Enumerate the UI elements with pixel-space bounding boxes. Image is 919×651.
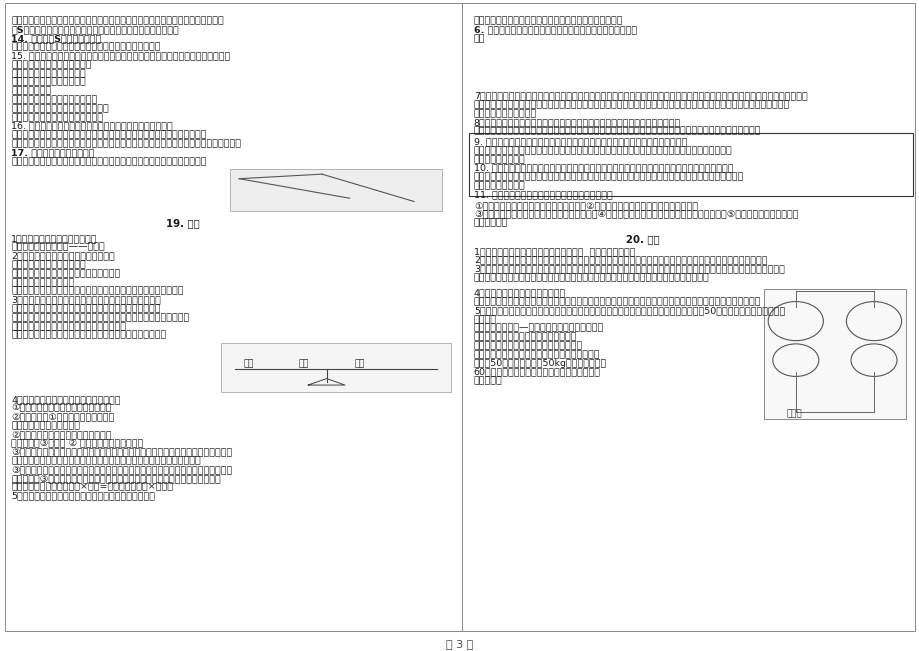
Bar bbox=[221, 342, 450, 391]
Text: 14. 为什么走S形爬坡最省力？: 14. 为什么走S形爬坡最省力？ bbox=[11, 34, 101, 43]
Text: ③当动力臂大于阻力臂时，可以省力但费时间；④当阻力臂大于动力臂时，费力，但可以省时间；⑤支点在力点和重点之间时: ③当动力臂大于阻力臂时，可以省力但费时间；④当阻力臂大于动力臂时，费力，但可以省… bbox=[473, 210, 798, 219]
Bar bbox=[763, 288, 905, 419]
Text: ③将左边钩码的看所重物，当杠杆尺平衡时，右边钩码的重量就是提起重物所用的力，: ③将左边钩码的看所重物，当杠杆尺平衡时，右边钩码的重量就是提起重物所用的力， bbox=[11, 447, 232, 456]
Text: 答：楼梯和台阶都是变形斜面，修成台阶状使斜面更平缓，人上楼时更省力。: 答：楼梯和台阶都是变形斜面，修成台阶状使斜面更平缓，人上楼时更省力。 bbox=[11, 157, 207, 166]
Text: 答：因为高度一样，斜面越平缓越省力，比较陡的那些山坡度大，爬起来感觉费力，: 答：因为高度一样，斜面越平缓越省力，比较陡的那些山坡度大，爬起来感觉费力， bbox=[11, 16, 223, 25]
Text: 7、古希腊科学家阿基米德曾说过，如果在宇宙中找到一个支点，就能把整个地球撬起来，他说的有道理吗？从中能得到什么启示？: 7、古希腊科学家阿基米德曾说过，如果在宇宙中找到一个支点，就能把整个地球撬起来，… bbox=[473, 91, 807, 100]
Text: 用力的方向。: 用力的方向。 bbox=[473, 218, 508, 227]
Text: 绕绕的螺纹密，斜边短的绕绕: 绕绕的螺纹密，斜边短的绕绕 bbox=[11, 77, 85, 87]
Text: 滑轮组: 滑轮组 bbox=[786, 409, 801, 418]
Text: 1边缘有槽，可绕中心轴转动的轮子，滑轮  它也是一套单机械: 1边缘有槽，可绕中心轴转动的轮子，滑轮 它也是一套单机械 bbox=[473, 247, 635, 256]
Text: 8、一个大人和一个小孩能不能玩压板游戏？小孩要把大人压起来，应该怎样玩？: 8、一个大人和一个小孩能不能玩压板游戏？小孩要把大人压起来，应该怎样玩？ bbox=[473, 118, 680, 127]
Text: 起支撑作用的那一点叫支点。: 起支撑作用的那一点叫支点。 bbox=[11, 260, 85, 270]
Text: ②安装方法：①把杠杆尺挂在支架上。: ②安装方法：①把杠杆尺挂在支架上。 bbox=[11, 412, 114, 421]
Text: 螺纹疏的斜面较短，拧时省的力少。: 螺纹疏的斜面较短，拧时省的力少。 bbox=[11, 113, 103, 122]
Text: 60千克，已经超过了绳子的承受力，所以涂漆工: 60千克，已经超过了绳子的承受力，所以涂漆工 bbox=[473, 368, 600, 377]
Text: 断掉。）: 断掉。） bbox=[473, 315, 496, 324]
Text: ①实验材料：杠杆尺、钩码、支架等。: ①实验材料：杠杆尺、钩码、支架等。 bbox=[11, 404, 111, 413]
Bar bbox=[230, 169, 441, 211]
Text: 2滑轮的种类很多，最基本的有两种，固定在一个地方不能移动的滑轮叫定滑轮，和重物一起移动的滑轮叫动滑轮。: 2滑轮的种类很多，最基本的有两种，固定在一个地方不能移动的滑轮叫定滑轮，和重物一… bbox=[473, 256, 766, 265]
Text: 答：: 答： bbox=[473, 34, 485, 43]
Text: 斧子、刀子、剪、桥梁的引桥、台阶等都利用到了斜面，它们的作用是省力，使工作方便。: 斧子、刀子、剪、桥梁的引桥、台阶等都利用到了斜面，它们的作用是省力，使工作方便。 bbox=[11, 139, 241, 148]
Text: 11. 杠杆小知识（和画线的那些那些的情况就定义。: 11. 杠杆小知识（和画线的那些那些的情况就定义。 bbox=[473, 190, 612, 199]
Text: 就可以把重物大石头撬动。这样就可以省力。: 就可以把重物大石头撬动。这样就可以省力。 bbox=[11, 322, 126, 331]
Text: 承受重物的那点叫重点。: 承受重物的那点叫重点。 bbox=[11, 278, 74, 287]
Text: 重物或大石头较近的地方放一块小石头做支点，在棍子的另一端用力，: 重物或大石头较近的地方放一块小石头做支点，在棍子的另一端用力， bbox=[11, 313, 189, 322]
Text: 3、要移动重物或撬一块大石头面需不动时棍你会怎么办？: 3、要移动重物或撬一块大石头面需不动时棍你会怎么办？ bbox=[11, 296, 161, 305]
Text: 16. 生活中哪些地方应用到了斜面和螺旋，它的作用是什么？: 16. 生活中哪些地方应用到了斜面和螺旋，它的作用是什么？ bbox=[11, 122, 173, 131]
Text: 答：找一根木棍，一端放在重物或大石头的下面，在棍子离: 答：找一根木棍，一端放在重物或大石头的下面，在棍子离 bbox=[11, 304, 161, 313]
Text: 一天他看见劳动才—根竿子，于是将绳子的一端系: 一天他看见劳动才—根竿子，于是将绳子的一端系 bbox=[473, 324, 604, 333]
Text: 打达头，最杆利率。: 打达头，最杆利率。 bbox=[473, 155, 525, 164]
Text: 第 3 页: 第 3 页 bbox=[446, 639, 473, 649]
Text: 答：发现三角形的斜边绕成后，: 答：发现三角形的斜边绕成后， bbox=[11, 60, 92, 69]
Text: 重点: 重点 bbox=[244, 359, 254, 368]
Text: 答：钳平是费力的杠杆，等利于补正它支整夹力点的距离存平支点到重点的距离的距离，方关于，口机: 答：钳平是费力的杠杆，等利于补正它支整夹力点的距离存平支点到重点的距离的距离，方… bbox=[473, 146, 732, 155]
Text: 17. 楼梯为什么修成台阶状？: 17. 楼梯为什么修成台阶状？ bbox=[11, 148, 95, 157]
Text: 答：能玩。小孩要把大人压起来，小孩要远离支点，大人靠近支点，使小孩到支点的距离大于大人到支点的距离。: 答：能玩。小孩要把大人压起来，小孩要远离支点，大人靠近支点，使小孩到支点的距离大… bbox=[473, 126, 761, 135]
Text: 答：为了是省距离，使工作方便；例如：镊子和钓鱼竿等。: 答：为了是省距离，使工作方便；例如：镊子和钓鱼竿等。 bbox=[473, 16, 623, 25]
Text: 然后右边第③格处挂 ② 个钩码，使杠杆尺平衡。: 然后右边第③格处挂 ② 个钩码，使杠杆尺平衡。 bbox=[11, 439, 143, 448]
Text: 分别承担，共有一组绳子组着油漆工，定滑轮不能: 分别承担，共有一组绳子组着油漆工，定滑轮不能 bbox=[473, 350, 600, 359]
Text: 10. 小明的妈妈在菜场买了一条大鱼，回来后用家里的杆秤来，他妈妈有没有上当？这是得便宜了？: 10. 小明的妈妈在菜场买了一条大鱼，回来后用家里的杆秤来，他妈妈有没有上当？这… bbox=[473, 163, 732, 173]
Text: 他就是一个简单的机械——杠杆。: 他就是一个简单的机械——杠杆。 bbox=[11, 243, 105, 252]
Bar bbox=[469, 133, 912, 196]
Text: 答：涂漆须要两条绳子固定台架，如图是一: 答：涂漆须要两条绳子固定台架，如图是一 bbox=[473, 341, 583, 350]
Text: ③实验发现杠杆的作用或规律：当支点到力点的距离大于支点到重点的距离时，省力；: ③实验发现杠杆的作用或规律：当支点到力点的距离大于支点到重点的距离时，省力； bbox=[11, 465, 232, 474]
Text: 在竿子上，结果绳子断了，知道为什么吗: 在竿子上，结果绳子断了，知道为什么吗 bbox=[473, 333, 577, 342]
Text: 6. 在生产和生活中有许多地方应用到了杠杆，请你列举出来。: 6. 在生产和生活中有许多地方应用到了杠杆，请你列举出来。 bbox=[473, 25, 636, 34]
Text: 2、杠杆的三要素：力点、力点、重点。: 2、杠杆的三要素：力点、力点、重点。 bbox=[11, 251, 115, 260]
Text: 3滑轮是一就类型杠杆定滑轮的作用是，能改变用力的方向，不能省力，动滑轮的作用是：能省力，不能改变用力的方向。: 3滑轮是一就类型杠杆定滑轮的作用是，能改变用力的方向，不能省力，动滑轮的作用是：… bbox=[473, 264, 784, 273]
Text: （力点到支点的距离越大于重点到支点的距离越多越省力。）: （力点到支点的距离越大于重点到支点的距离越多越省力。） bbox=[11, 331, 166, 340]
Text: 杠杆上的两段距离指的是：支点到力点的距离、支点到重点的距离。: 杠杆上的两段距离指的是：支点到力点的距离、支点到重点的距离。 bbox=[11, 286, 184, 296]
Text: 答：螺丝钉、螺旋开瓶器、螺旋高速公路入口，上堤的梯子等都利用了斜面。: 答：螺丝钉、螺旋开瓶器、螺旋高速公路入口，上堤的梯子等都利用了斜面。 bbox=[11, 130, 207, 139]
Text: 长，就能实现这个想法。: 长，就能实现这个想法。 bbox=[473, 109, 537, 118]
Text: 20. 滑轮: 20. 滑轮 bbox=[625, 234, 659, 243]
Text: 的螺纹比较疏。: 的螺纹比较疏。 bbox=[11, 87, 51, 96]
Text: 可以推想：螺丝钉是变形的斜面，: 可以推想：螺丝钉是变形的斜面， bbox=[11, 95, 97, 104]
Text: 15. 如图所示将一张三角形的纸，接在一根铅笔上，你能发现什么？可推想出什么？: 15. 如图所示将一张三角形的纸，接在一根铅笔上，你能发现什么？可推想出什么？ bbox=[11, 51, 230, 61]
Text: 答：他说的有道理。根据杠杆原理，不管你用多少个的一点力，都能举起任何一个重物，只要在宇宙中能找到一个合适的支点: 答：他说的有道理。根据杠杆原理，不管你用多少个的一点力，都能举起任何一个重物，只… bbox=[473, 100, 789, 109]
Text: 人或其他物体对杠杆用力的那一点叫力点。: 人或其他物体对杠杆用力的那一点叫力点。 bbox=[11, 269, 120, 278]
Text: 计算方法：左边钩码的个数×格数=右边钩码的个数×格数。: 计算方法：左边钩码的个数×格数=右边钩码的个数×格数。 bbox=[11, 482, 173, 492]
Text: 中间为它点作方向，: 中间为它点作方向， bbox=[473, 181, 525, 190]
Text: 螺纹密的，斜面比较长，拧时更省力；: 螺纹密的，斜面比较长，拧时更省力； bbox=[11, 104, 108, 113]
Text: 答：妈妈吃亏了，因为这样有一个杠杆，秤杆把鱼尾巴，秤杆实际给了。这样称出来的重量比实际重量轻。: 答：妈妈吃亏了，因为这样有一个杠杆，秤杆把鱼尾巴，秤杆实际给了。这样称出来的重量… bbox=[473, 173, 743, 182]
Text: 答：走之形也就是走曲线，就是将坡度减小了，所以省力。: 答：走之形也就是走曲线，就是将坡度减小了，所以省力。 bbox=[11, 43, 161, 51]
Text: 时，费力；③当支点到力点的距离等于支点到重点的距离时，既不省力也不费力。: 时，费力；③当支点到力点的距离等于支点到重点的距离时，既不省力也不费力。 bbox=[11, 474, 221, 483]
Text: 分别（大于、等于、小于）支点到重点的距离，进行实验，记录实验结果。: 分别（大于、等于、小于）支点到重点的距离，进行实验，记录实验结果。 bbox=[11, 456, 200, 465]
Text: 就像螺丝打的螺纹，斜边长的: 就像螺丝打的螺纹，斜边长的 bbox=[11, 69, 85, 78]
Text: 支点: 支点 bbox=[299, 359, 309, 368]
Text: 答：滑轮是能随绳绳着绳子转动；轮子是一个大轮和一个轴组成，轮和轴固定在一起，在轮上用力，带动轴转动。: 答：滑轮是能随绳绳着绳子转动；轮子是一个大轮和一个轴组成，轮和轴固定在一起，在轮… bbox=[473, 298, 761, 307]
Text: 19. 杠杆: 19. 杠杆 bbox=[165, 217, 199, 228]
Text: 力点: 力点 bbox=[354, 359, 364, 368]
Text: ①支点到力作用线的垂直距离称为动力臂；②支点到阻力作用线的垂直距离叫阻力臂；: ①支点到力作用线的垂直距离称为动力臂；②支点到阻力作用线的垂直距离叫阻力臂； bbox=[473, 201, 697, 210]
Text: 1、一根棍子，当用它撬重物时，: 1、一根棍子，当用它撬重物时， bbox=[11, 234, 97, 243]
Text: 分钟内50次，在未承受力50kg。三人的体重为: 分钟内50次，在未承受力50kg。三人的体重为 bbox=[473, 359, 607, 368]
Text: 4、研究杠杆省力的相关实验（如图所示）: 4、研究杠杆省力的相关实验（如图所示） bbox=[11, 395, 120, 404]
Text: 调整两边的螺钮使其平衡。: 调整两边的螺钮使其平衡。 bbox=[11, 421, 80, 430]
Text: 走S形比较容易，因为这样可使斜面更平缓，从而使上坡更省力。: 走S形比较容易，因为这样可使斜面更平缓，从而使上坡更省力。 bbox=[11, 25, 178, 34]
Text: 9. 钳子是生活中常用省力工具，思考一下钳子通过杠杆还是费力杠杆？说明理由。: 9. 钳子是生活中常用省力工具，思考一下钳子通过杠杆还是费力杠杆？说明理由。 bbox=[473, 137, 686, 146]
Text: ②在杠杆尺左边第三格处挂两个钩码。: ②在杠杆尺左边第三格处挂两个钩码。 bbox=[11, 430, 111, 439]
Text: 5、如图所示：一个油漆工人经常用滑轮的两类细绳固着他工作，他所提重量子的最大承受50斤克，（超过承受力量子会: 5、如图所示：一个油漆工人经常用滑轮的两类细绳固着他工作，他所提重量子的最大承受… bbox=[473, 306, 784, 315]
Text: 4生活中的轮子和滑轮有什么不同？: 4生活中的轮子和滑轮有什么不同？ bbox=[473, 288, 565, 298]
Text: 将定滑轮、动滑轮组合在一起就组成了滑轮组，滑轮组的作用是：既者力又能改变用力的方向: 将定滑轮、动滑轮组合在一起就组成了滑轮组，滑轮组的作用是：既者力又能改变用力的方… bbox=[473, 273, 709, 283]
Text: 会掉下来。: 会掉下来。 bbox=[473, 376, 502, 385]
Text: 5、为什么有些杠杆类工具设计成费力的？请举例说明。: 5、为什么有些杠杆类工具设计成费力的？请举例说明。 bbox=[11, 492, 155, 501]
